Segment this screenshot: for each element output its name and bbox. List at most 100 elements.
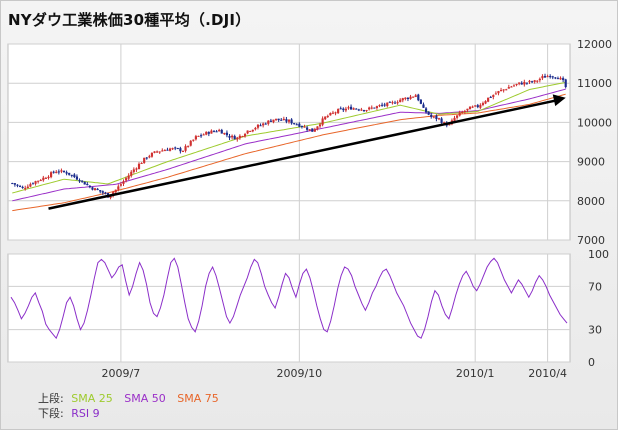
candle-body — [150, 152, 154, 157]
candle-body — [293, 123, 296, 125]
candle-body — [168, 148, 172, 151]
candle-body — [52, 171, 55, 173]
price-y-tick-label: 12000 — [577, 38, 612, 51]
candle-body — [329, 112, 332, 116]
candle-body — [96, 188, 99, 190]
candle-body — [546, 76, 549, 78]
candle-body — [334, 112, 337, 114]
candle-body — [29, 184, 32, 187]
candle-body — [194, 136, 197, 140]
candle-body — [562, 78, 565, 80]
candle-body — [435, 115, 438, 120]
candle-body — [91, 187, 94, 190]
candle-body — [414, 95, 417, 98]
rsi-panel — [7, 253, 571, 363]
candle-body — [290, 119, 293, 124]
candle-body — [233, 136, 236, 140]
trend-arrow-line — [48, 98, 560, 210]
candle-body — [357, 109, 360, 111]
candle-body — [158, 151, 161, 153]
candle-body — [564, 79, 567, 87]
candle-body — [499, 90, 503, 92]
candle-body — [124, 178, 128, 181]
candle-body — [256, 124, 260, 128]
candle-body — [254, 128, 257, 130]
candle-body — [65, 172, 68, 174]
candle-body — [362, 110, 366, 112]
legend-sma50: SMA 50 — [124, 392, 166, 405]
candle-body — [386, 102, 389, 106]
candle-body — [246, 130, 249, 134]
candle-body — [210, 130, 213, 134]
candle-body — [443, 122, 446, 124]
candle-body — [225, 132, 229, 136]
candle-body — [104, 192, 107, 194]
candle-body — [243, 134, 247, 137]
candle-body — [16, 184, 19, 186]
x-tick-label: 2009/7 — [102, 367, 141, 380]
candle-body — [342, 108, 345, 111]
candle-body — [331, 112, 335, 114]
candle-body — [463, 110, 466, 112]
candle-body — [430, 114, 433, 117]
candle-body — [101, 191, 104, 193]
candle-body — [406, 97, 410, 99]
candle-body — [316, 126, 319, 130]
rsi-y-tick-label: 30 — [588, 324, 602, 337]
legend-upper: 上段: SMA 25 SMA 50 SMA 75 — [38, 390, 227, 406]
candle-body — [339, 108, 342, 110]
candle-body — [205, 131, 208, 135]
candle-body — [427, 111, 430, 115]
candle-body — [238, 135, 241, 139]
candle-body — [487, 97, 490, 102]
candle-body — [321, 118, 324, 125]
candle-body — [536, 80, 539, 82]
candle-body — [352, 108, 355, 110]
candle-body — [174, 147, 177, 149]
sma25-line — [12, 81, 566, 194]
candle-body — [228, 135, 231, 138]
candle-body — [166, 149, 169, 151]
sma75-line — [12, 93, 566, 212]
candle-body — [311, 128, 314, 132]
candle-body — [419, 99, 422, 104]
candle-body — [70, 174, 73, 176]
candle-body — [42, 177, 45, 181]
candle-body — [73, 174, 76, 177]
candle-body — [31, 183, 35, 185]
candle-body — [466, 108, 469, 111]
candle-body — [456, 115, 459, 118]
candle-body — [44, 177, 47, 179]
candle-body — [404, 97, 407, 99]
candle-body — [424, 108, 428, 113]
trend-arrow-head — [552, 94, 566, 107]
candle-body — [68, 172, 71, 175]
candle-body — [236, 137, 239, 140]
candle-body — [75, 176, 79, 180]
candle-body — [520, 82, 523, 85]
candle-body — [130, 171, 133, 176]
candle-body — [489, 96, 492, 98]
candle-body — [440, 118, 443, 123]
candle-body — [83, 181, 86, 185]
price-y-tick-label: 11000 — [577, 77, 612, 90]
candle-body — [215, 131, 218, 133]
candle-body — [391, 102, 394, 104]
candle-body — [471, 106, 474, 108]
candle-body — [117, 186, 120, 190]
candle-body — [505, 89, 508, 91]
candle-body — [306, 127, 309, 130]
candle-body — [531, 81, 534, 83]
candle-body — [148, 156, 151, 158]
x-tick-label: 2010/4 — [528, 367, 567, 380]
candle-body — [202, 134, 205, 136]
candle-body — [510, 86, 513, 88]
candle-body — [184, 146, 187, 151]
candle-body — [86, 184, 89, 186]
candle-body — [373, 107, 376, 109]
candle-body — [318, 124, 322, 127]
candle-body — [197, 135, 200, 137]
sma50-line — [12, 88, 566, 202]
candle-body — [481, 103, 485, 105]
candle-body — [280, 119, 283, 121]
